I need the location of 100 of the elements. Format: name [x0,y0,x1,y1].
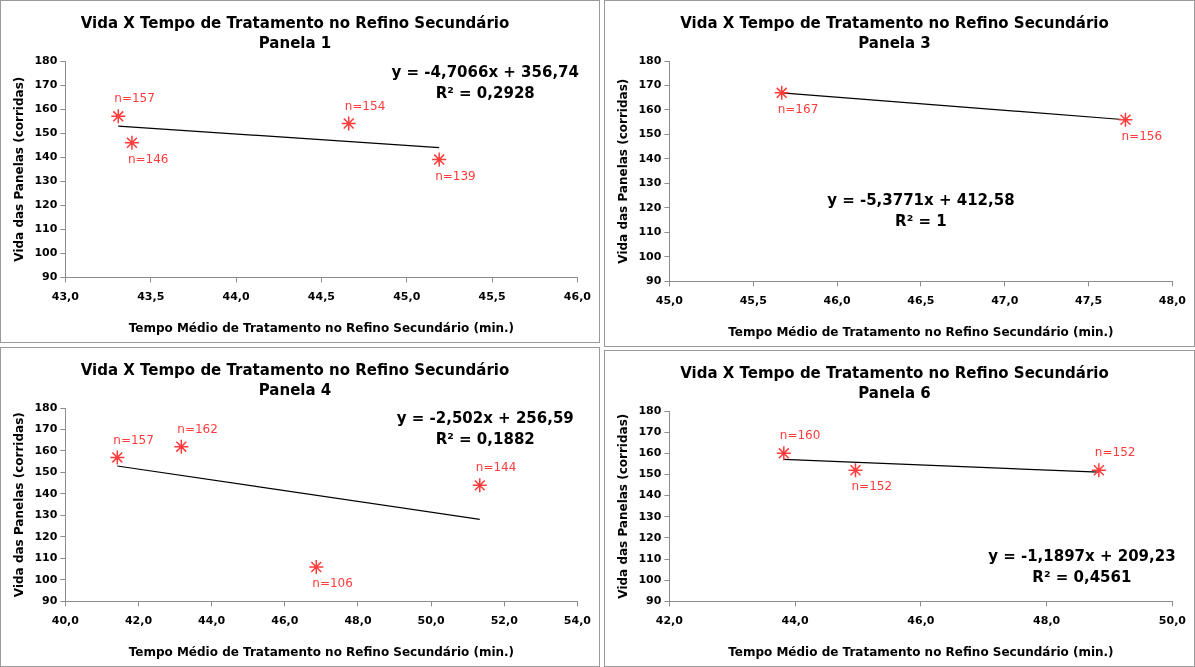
data-label: n=106 [312,576,353,591]
y-tick-label: 180 [34,400,58,414]
y-tick-label: 110 [638,551,662,565]
x-tick-label: 43,0 [51,289,80,303]
point [308,559,325,575]
x-axis-title: Tempo Médio de Tratamento no Refino Secundário (min.) [728,644,1114,659]
x-tick-label: 46,0 [907,613,935,627]
data-label: n=157 [114,91,155,106]
x-tick-label: 42,0 [124,613,153,627]
data-label: n=167 [777,101,819,116]
chart-subtitle: Panela 4 [258,380,332,399]
x-tick-label: 52,0 [490,613,519,627]
x-tick-label: 47,5 [1075,293,1103,307]
y-tick-label: 110 [638,225,662,239]
chart-title: Vida X Tempo de Tratamento no Refino Secundário [680,363,1109,382]
y-tick-label: 150 [34,125,58,139]
y-tick-label: 120 [638,530,662,544]
annotation: R² = 0,2928 [435,83,535,102]
annotation: R² = 0,4561 [1032,568,1132,587]
point [431,151,447,168]
x-tick-label: 44,0 [198,613,226,627]
y-axis-title: Vida das Panelas (corridas) [12,76,27,262]
y-tick-label: 100 [638,573,662,587]
data-label: n=157 [113,432,154,447]
annotation: y = -5,3771x + 412,58 [827,190,1015,209]
x-tick-label: 50,0 [1158,613,1187,627]
data-label: n=160 [779,428,821,443]
y-tick-label: 170 [34,77,58,91]
y-tick-label: 130 [638,176,662,190]
y-tick-label: 120 [34,198,58,212]
data-label: n=152 [851,479,893,494]
chart-title: Vida X Tempo de Tratamento no Refino Secundário [80,13,510,32]
y-tick-label: 160 [638,446,662,460]
x-tick-label: 46,0 [563,289,592,303]
y-tick-label: 180 [34,53,58,67]
x-tick-label: 54,0 [563,613,592,627]
y-tick-label: 120 [638,200,662,214]
point [173,438,190,455]
y-tick-label: 160 [638,102,662,116]
x-tick-label: 45,5 [478,289,506,303]
data-label: n=144 [475,460,517,475]
y-tick-label: 110 [34,551,58,565]
y-tick-label: 90 [646,274,662,288]
y-tick-label: 150 [34,465,58,479]
y-tick-label: 140 [34,486,58,500]
y-tick-label: 170 [34,422,58,436]
x-axis-title: Tempo Médio de Tratamento no Refino Secundário (min.) [128,644,515,659]
x-axis-title: Tempo Médio de Tratamento no Refino Secundário (min.) [728,324,1114,339]
y-tick-label: 100 [34,246,58,260]
x-tick-label: 46,0 [823,293,851,307]
data-label: n=152 [1094,445,1136,460]
x-tick-label: 44,5 [307,289,335,303]
y-tick-label: 140 [638,488,662,502]
y-tick-label: 90 [42,270,58,284]
data-label: n=146 [127,151,169,166]
y-tick-label: 150 [638,467,662,481]
y-tick-label: 150 [638,127,662,141]
chart-subtitle: Panela 3 [858,33,931,52]
y-axis-title: Vida das Panelas (corridas) [12,412,27,598]
y-tick-label: 140 [638,151,662,165]
y-axis-title: Vida das Panelas (corridas) [616,78,631,264]
y-tick-label: 120 [34,529,58,543]
annotation: y = -4,7066x + 356,74 [391,62,579,81]
chart-title: Vida X Tempo de Tratamento no Refino Secundário [80,360,510,379]
y-tick-label: 180 [638,53,662,67]
y-tick-label: 180 [638,403,662,417]
data-label: n=162 [177,421,218,436]
point [109,449,126,466]
y-tick-label: 160 [34,443,58,457]
chart-subtitle: Panela 1 [258,33,332,52]
x-axis-title: Tempo Médio de Tratamento no Refino Secundário (min.) [128,320,515,335]
chart-title: Vida X Tempo de Tratamento no Refino Secundário [680,13,1109,32]
y-tick-label: 90 [646,594,662,608]
y-tick-label: 130 [34,508,58,522]
x-tick-label: 45,0 [393,289,421,303]
y-tick-label: 130 [34,174,58,188]
point [472,477,488,494]
x-tick-label: 48,0 [1033,613,1061,627]
y-tick-label: 170 [638,78,662,92]
y-tick-label: 100 [638,249,662,263]
annotation: R² = 0,1882 [435,430,535,449]
data-label: n=139 [435,168,476,183]
annotation: y = -2,502x + 256,59 [396,409,574,428]
point [124,135,140,151]
x-tick-label: 46,5 [907,293,935,307]
x-tick-label: 48,0 [1158,293,1187,307]
y-axis-title: Vida das Panelas (corridas) [616,413,631,599]
x-tick-label: 45,5 [739,293,767,307]
x-tick-label: 40,0 [51,613,80,627]
x-tick-label: 45,0 [655,293,684,307]
y-tick-label: 90 [42,594,58,608]
data-label: n=154 [344,98,386,113]
data-label: n=156 [1121,128,1163,143]
x-tick-label: 48,0 [344,613,372,627]
annotation: y = -1,1897x + 209,23 [988,547,1176,566]
point [110,108,127,125]
y-tick-label: 130 [638,509,662,523]
x-tick-label: 46,0 [271,613,299,627]
y-tick-label: 110 [34,222,58,236]
x-tick-label: 50,0 [417,613,446,627]
